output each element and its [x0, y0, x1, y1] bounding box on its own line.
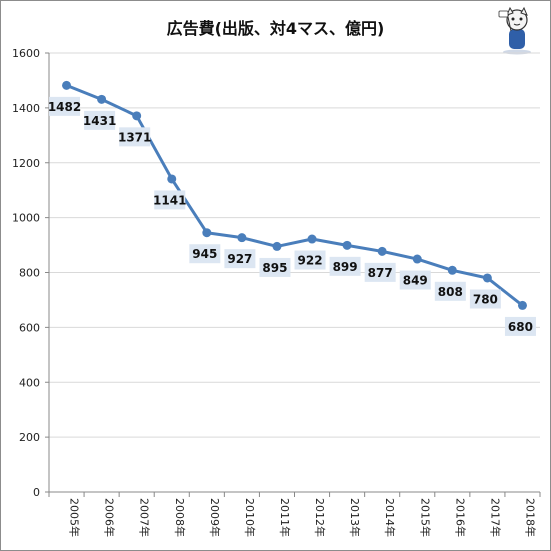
data-point	[342, 240, 352, 250]
data-label: 680	[508, 320, 533, 334]
data-point	[237, 233, 247, 243]
data-point	[132, 111, 142, 121]
mascot-character-icon	[498, 6, 531, 55]
x-tick-label: 2014年	[383, 498, 397, 537]
data-point	[97, 94, 107, 104]
data-label-box	[224, 249, 256, 269]
y-tick-label: 1000	[12, 212, 40, 225]
data-label: 849	[403, 274, 428, 288]
x-tick-label: 2017年	[488, 498, 502, 537]
data-label-box	[119, 127, 151, 147]
x-tick-label: 2005年	[68, 498, 82, 537]
data-label-box	[329, 256, 361, 276]
data-label: 922	[298, 254, 323, 268]
data-point	[307, 234, 317, 244]
data-point	[377, 246, 387, 256]
x-tick-label: 2006年	[103, 498, 117, 537]
data-label: 1431	[83, 114, 116, 128]
data-point	[517, 300, 527, 310]
data-label-box	[294, 250, 326, 270]
data-label: 808	[438, 285, 463, 299]
y-tick-label: 200	[19, 431, 40, 444]
data-point	[482, 273, 492, 283]
data-point	[412, 254, 422, 264]
y-tick-label: 800	[19, 267, 40, 280]
y-tick-label: 1600	[12, 47, 40, 60]
x-tick-label: 2010年	[243, 498, 257, 537]
x-tick-label: 2015年	[418, 498, 432, 537]
data-label-box	[399, 270, 431, 290]
data-point	[447, 265, 457, 275]
y-tick-label: 0	[33, 486, 40, 499]
x-tick-label: 2013年	[348, 498, 362, 537]
data-label: 1482	[48, 100, 81, 114]
data-label: 780	[473, 292, 498, 306]
y-tick-label: 600	[19, 321, 40, 334]
data-label-box	[504, 316, 536, 336]
x-tick-label: 2012年	[313, 498, 327, 537]
data-point	[272, 241, 282, 251]
data-label-box	[364, 262, 396, 282]
data-label: 1371	[118, 130, 151, 144]
data-label-box	[259, 257, 291, 277]
data-label: 945	[192, 247, 217, 261]
x-tick-label: 2011年	[278, 498, 292, 537]
data-label: 1141	[153, 193, 186, 207]
data-label-box	[189, 244, 221, 264]
data-label-box	[154, 190, 186, 210]
series-line	[65, 83, 524, 307]
data-label-box	[434, 281, 466, 301]
data-point	[167, 174, 177, 184]
y-tick-label: 400	[19, 376, 40, 389]
y-tick-label: 1400	[12, 102, 40, 115]
x-tick-label: 2009年	[208, 498, 222, 537]
data-point	[202, 228, 212, 238]
data-label: 877	[368, 266, 393, 280]
data-label-box	[84, 110, 116, 130]
x-tick-label: 2016年	[453, 498, 467, 537]
data-label: 927	[227, 252, 252, 266]
data-point	[62, 80, 72, 90]
chart-title: 広告費(出版、対4マス、億円)	[166, 19, 385, 38]
x-tick-label: 2008年	[173, 498, 187, 537]
x-tick-label: 2007年	[138, 498, 152, 537]
y-tick-label: 1200	[12, 157, 40, 170]
data-label-box	[469, 289, 501, 309]
data-label: 899	[333, 260, 358, 274]
data-label-box	[49, 96, 81, 116]
x-tick-label: 2018年	[523, 498, 537, 537]
data-label: 895	[262, 261, 287, 275]
